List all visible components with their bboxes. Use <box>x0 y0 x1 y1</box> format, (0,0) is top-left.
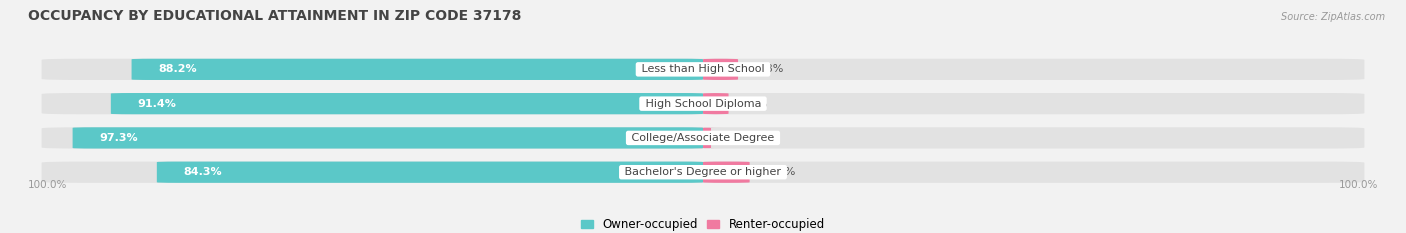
Text: 15.7%: 15.7% <box>761 167 796 177</box>
Text: 88.2%: 88.2% <box>159 64 197 74</box>
FancyBboxPatch shape <box>703 161 749 183</box>
FancyBboxPatch shape <box>111 93 703 114</box>
Text: 2.7%: 2.7% <box>721 133 751 143</box>
Text: High School Diploma: High School Diploma <box>641 99 765 109</box>
Text: College/Associate Degree: College/Associate Degree <box>628 133 778 143</box>
Text: Less than High School: Less than High School <box>638 64 768 74</box>
FancyBboxPatch shape <box>42 93 1364 114</box>
FancyBboxPatch shape <box>690 127 723 149</box>
Text: 97.3%: 97.3% <box>100 133 138 143</box>
Legend: Owner-occupied, Renter-occupied: Owner-occupied, Renter-occupied <box>576 213 830 233</box>
Text: 100.0%: 100.0% <box>1339 180 1378 190</box>
FancyBboxPatch shape <box>703 59 738 80</box>
FancyBboxPatch shape <box>42 161 1364 183</box>
FancyBboxPatch shape <box>73 127 703 149</box>
Text: Source: ZipAtlas.com: Source: ZipAtlas.com <box>1281 12 1385 22</box>
FancyBboxPatch shape <box>132 59 703 80</box>
Text: 11.8%: 11.8% <box>749 64 785 74</box>
Text: 8.6%: 8.6% <box>740 99 768 109</box>
FancyBboxPatch shape <box>42 59 1364 80</box>
FancyBboxPatch shape <box>157 161 703 183</box>
FancyBboxPatch shape <box>42 127 1364 149</box>
Text: OCCUPANCY BY EDUCATIONAL ATTAINMENT IN ZIP CODE 37178: OCCUPANCY BY EDUCATIONAL ATTAINMENT IN Z… <box>28 9 522 23</box>
Text: 84.3%: 84.3% <box>184 167 222 177</box>
Text: Bachelor's Degree or higher: Bachelor's Degree or higher <box>621 167 785 177</box>
FancyBboxPatch shape <box>703 93 728 114</box>
Text: 100.0%: 100.0% <box>28 180 67 190</box>
Text: 91.4%: 91.4% <box>138 99 177 109</box>
